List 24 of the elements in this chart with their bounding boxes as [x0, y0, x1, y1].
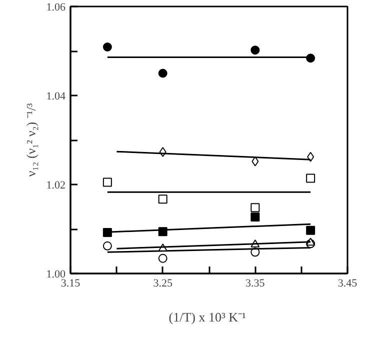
- x-tick-label: 3.45: [338, 278, 358, 290]
- point: [102, 42, 112, 52]
- point: [307, 152, 314, 162]
- y-tick-label: 1.06: [46, 2, 66, 14]
- point: [158, 194, 168, 204]
- x-tick-label: 3.15: [60, 278, 81, 290]
- y-tick-label: 1.00: [46, 268, 66, 280]
- point: [102, 241, 112, 250]
- x-tick-label: 3.25: [153, 278, 173, 290]
- x-tick-label: 3.35: [246, 278, 266, 290]
- point: [252, 156, 259, 166]
- point: [102, 178, 112, 187]
- y-tick-label: 1.04: [46, 90, 66, 102]
- y-axis-title: ν₁₂ (ν₁² ν₂) ⁻¹/³: [23, 103, 38, 177]
- point: [250, 212, 260, 222]
- y-tick-label: 1.02: [46, 180, 66, 192]
- x-axis-title: (1/T) x 10³ K⁻¹: [168, 310, 246, 324]
- point: [158, 68, 168, 78]
- point: [158, 254, 168, 263]
- point: [250, 46, 260, 55]
- point: [250, 203, 260, 212]
- point: [102, 228, 112, 238]
- point: [306, 174, 316, 183]
- point: [306, 226, 316, 235]
